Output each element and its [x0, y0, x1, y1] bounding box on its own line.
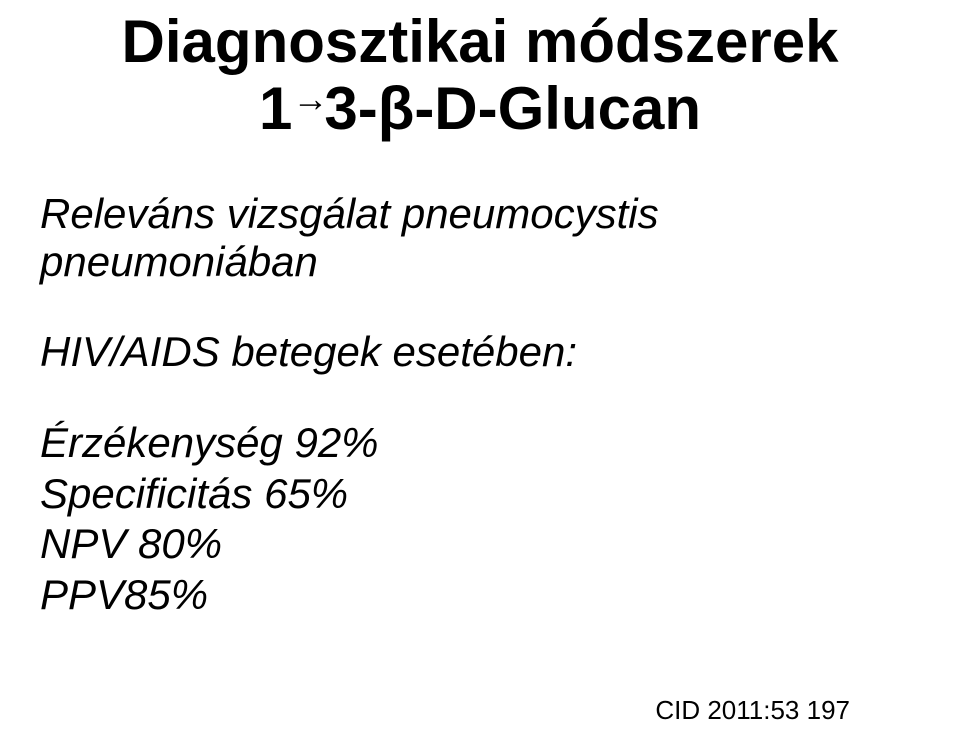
slide: Diagnosztikai módszerek 1→3-β-D-Glucan R…: [0, 0, 960, 740]
title-line-2: 1→3-β-D-Glucan: [0, 75, 960, 142]
body-block: Releváns vizsgálat pneumocystis pneumoni…: [0, 190, 960, 620]
body-line-1: Releváns vizsgálat pneumocystis pneumoni…: [40, 190, 920, 286]
title-prefix: 1: [259, 75, 292, 142]
title-suffix: 3-β-D-Glucan: [324, 75, 701, 142]
title-line-1: Diagnosztikai módszerek: [0, 8, 960, 75]
arrow-icon: →: [292, 79, 324, 119]
metric-line: PPV85%: [40, 570, 920, 620]
body-line-2: HIV/AIDS betegek esetében:: [40, 328, 920, 376]
citation-text: CID 2011:53 197: [655, 695, 850, 726]
metric-line: Specificitás 65%: [40, 469, 920, 519]
title-block: Diagnosztikai módszerek 1→3-β-D-Glucan: [0, 0, 960, 142]
metric-line: Érzékenység 92%: [40, 418, 920, 468]
metric-line: NPV 80%: [40, 519, 920, 569]
metrics-block: Érzékenység 92% Specificitás 65% NPV 80%…: [40, 418, 920, 620]
